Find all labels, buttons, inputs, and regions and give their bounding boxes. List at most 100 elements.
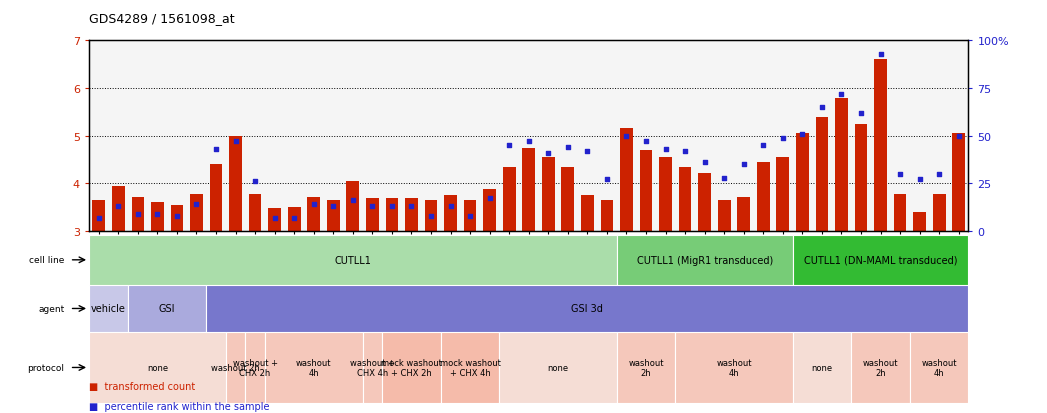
Bar (441, 332, 499, 403)
Bar (132, 197, 144, 231)
Bar (913, 212, 926, 231)
Bar (718, 200, 731, 231)
Point (775, 135, 792, 142)
Point (500, 142, 517, 149)
Bar (522, 148, 535, 231)
Bar (620, 129, 632, 231)
Bar (503, 167, 515, 231)
Bar (347, 181, 359, 231)
Bar (226, 332, 245, 403)
Point (559, 145, 576, 151)
Bar (366, 199, 379, 231)
Point (403, 203, 420, 210)
Text: CUTLL1: CUTLL1 (334, 255, 372, 265)
Point (852, 110, 869, 117)
Text: none: none (147, 363, 168, 372)
Text: cell line: cell line (29, 256, 64, 265)
Bar (675, 332, 793, 403)
Point (599, 177, 616, 183)
Bar (737, 197, 750, 231)
Text: CUTLL1 (MigR1 transduced): CUTLL1 (MigR1 transduced) (637, 255, 773, 265)
Point (579, 148, 596, 155)
Bar (206, 285, 968, 332)
Bar (793, 235, 968, 285)
Point (482, 196, 498, 202)
Text: washout
2h: washout 2h (628, 358, 664, 377)
Text: GDS4289 / 1561098_at: GDS4289 / 1561098_at (89, 12, 235, 25)
Bar (405, 199, 418, 231)
Point (306, 202, 322, 208)
Point (755, 142, 772, 149)
Point (149, 211, 165, 218)
Bar (617, 332, 675, 403)
Bar (112, 186, 125, 231)
Point (266, 215, 283, 221)
Point (540, 150, 557, 157)
Point (638, 139, 654, 145)
Point (383, 203, 400, 210)
Point (110, 203, 127, 210)
Point (90, 215, 107, 221)
Point (735, 161, 752, 168)
Bar (836, 99, 848, 231)
Point (696, 159, 713, 166)
Bar (191, 194, 203, 231)
Point (344, 197, 361, 204)
Bar (874, 60, 887, 231)
Bar (89, 332, 226, 403)
Point (442, 203, 459, 210)
Point (364, 203, 381, 210)
Point (207, 146, 224, 153)
Point (814, 104, 830, 111)
Bar (327, 200, 339, 231)
Bar (640, 150, 652, 231)
Text: none: none (548, 363, 569, 372)
Bar (617, 235, 793, 285)
Point (520, 139, 537, 145)
Point (247, 178, 264, 185)
Bar (308, 197, 320, 231)
Bar (464, 200, 476, 231)
Bar (561, 167, 574, 231)
Text: mock washout
+ CHX 2h: mock washout + CHX 2h (381, 358, 442, 377)
Bar (288, 207, 300, 231)
Text: washout +
CHX 2h: washout + CHX 2h (232, 358, 277, 377)
Bar (660, 158, 672, 231)
Bar (910, 332, 968, 403)
Point (716, 175, 733, 181)
Point (658, 146, 674, 153)
Bar (92, 200, 105, 231)
Bar (854, 124, 867, 231)
Bar (425, 200, 438, 231)
Bar (249, 194, 262, 231)
Bar (128, 285, 206, 332)
Bar (601, 200, 614, 231)
Bar (268, 209, 281, 231)
Bar (151, 203, 163, 231)
Text: mock washout
+ CHX 4h: mock washout + CHX 4h (440, 358, 500, 377)
Text: GSI 3d: GSI 3d (572, 304, 603, 314)
Point (188, 202, 205, 208)
Point (911, 177, 928, 183)
Bar (89, 235, 617, 285)
Point (618, 133, 634, 140)
Text: vehicle: vehicle (91, 304, 126, 314)
Bar (484, 190, 496, 231)
Point (676, 148, 693, 155)
Text: none: none (811, 363, 832, 372)
Bar (678, 167, 691, 231)
Bar (796, 134, 808, 231)
Point (423, 213, 440, 219)
Bar (953, 134, 965, 231)
Bar (499, 332, 617, 403)
Text: CUTLL1 (DN-MAML transduced): CUTLL1 (DN-MAML transduced) (804, 255, 957, 265)
Text: washout +
CHX 4h: washout + CHX 4h (350, 358, 395, 377)
Bar (757, 162, 770, 231)
Point (227, 139, 244, 145)
Point (130, 211, 147, 218)
Point (169, 213, 185, 219)
Bar (362, 332, 382, 403)
Bar (245, 332, 265, 403)
Text: ■  transformed count: ■ transformed count (89, 381, 195, 391)
Text: GSI: GSI (159, 304, 176, 314)
